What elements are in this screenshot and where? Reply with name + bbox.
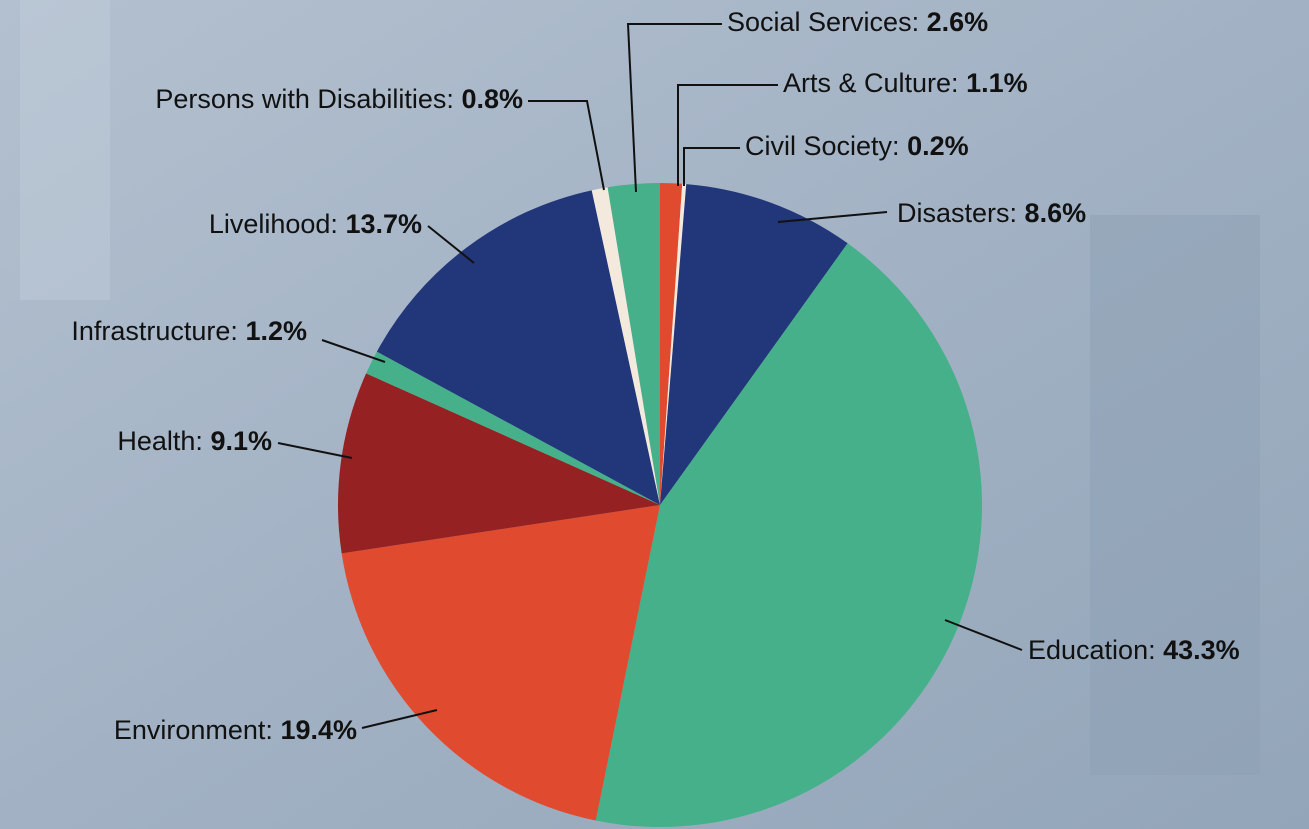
leader-line: [944, 619, 1023, 651]
slice-label: Social Services: 2.6%: [727, 7, 988, 37]
slice-value: 8.6%: [1025, 198, 1087, 228]
pie-slice: [376, 190, 660, 505]
pie-slice: [595, 243, 982, 827]
pie-slice: [366, 351, 660, 505]
slice-name: Civil Society:: [745, 131, 900, 161]
leader-line: [626, 23, 722, 193]
pie-slice: [660, 183, 683, 505]
slice-name: Arts & Culture:: [783, 68, 959, 98]
slice-value: 0.8%: [461, 84, 523, 114]
slice-label: Disasters: 8.6%: [897, 198, 1086, 228]
slice-name: Disasters:: [897, 198, 1017, 228]
slice-name: Social Services:: [727, 7, 919, 37]
background-sign: [1090, 215, 1260, 775]
slice-name: Education:: [1028, 635, 1156, 665]
slice-name: Environment:: [114, 715, 273, 745]
slice-label: Arts & Culture: 1.1%: [783, 68, 1028, 98]
pie-slice: [660, 184, 848, 505]
pie-slice: [660, 183, 687, 505]
leader-line: [321, 339, 386, 363]
pie-slice: [591, 187, 660, 506]
leader-line: [528, 100, 605, 191]
background-window: [20, 0, 110, 300]
slice-value: 43.3%: [1163, 635, 1240, 665]
slice-value: 9.1%: [210, 426, 272, 456]
slice-label: Infrastructure: 1.2%: [71, 316, 307, 346]
leader-line: [683, 147, 740, 186]
slice-value: 13.7%: [345, 209, 422, 239]
slice-name: Persons with Disabilities:: [155, 84, 454, 114]
leader-line: [277, 442, 353, 459]
slice-label: Livelihood: 13.7%: [209, 209, 422, 239]
slice-value: 0.2%: [907, 131, 969, 161]
slice-label: Health: 9.1%: [117, 426, 272, 456]
slice-value: 2.6%: [927, 7, 989, 37]
leader-line: [361, 709, 438, 729]
slice-label: Environment: 19.4%: [114, 715, 357, 745]
pie-slice: [338, 373, 660, 554]
slice-value: 19.4%: [280, 715, 357, 745]
leader-line: [427, 225, 475, 264]
leader-line: [777, 211, 888, 223]
slice-value: 1.2%: [245, 316, 307, 346]
slice-name: Livelihood:: [209, 209, 338, 239]
pie-slice: [341, 505, 660, 821]
slice-label: Persons with Disabilities: 0.8%: [155, 84, 523, 114]
slice-label: Education: 43.3%: [1028, 635, 1240, 665]
leader-line: [677, 84, 778, 186]
slice-name: Health:: [117, 426, 203, 456]
slice-name: Infrastructure:: [71, 316, 238, 346]
slice-value: 1.1%: [966, 68, 1028, 98]
pie-slice: [607, 183, 660, 505]
slice-label: Civil Society: 0.2%: [745, 131, 969, 161]
